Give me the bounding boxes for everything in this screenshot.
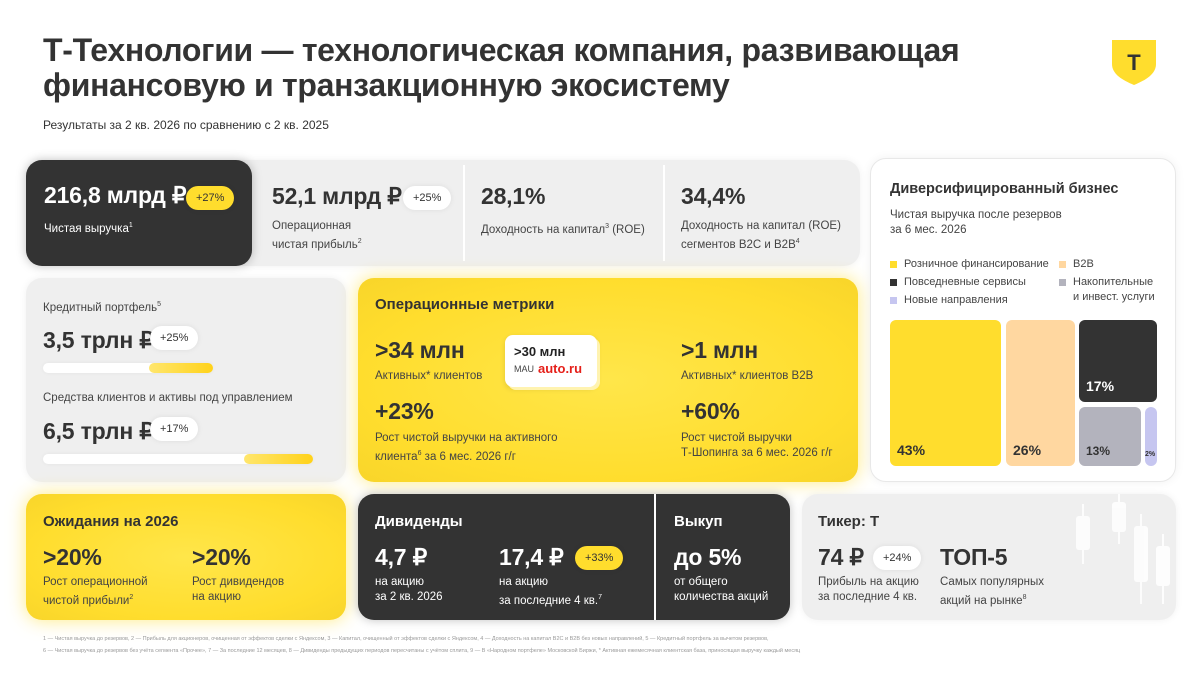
page-title: Т-Технологии — технологическая компания,…: [43, 32, 960, 103]
shopping-growth-value: +60%: [681, 398, 740, 424]
credit-progress-fill: [149, 363, 213, 373]
assets-value: 6,5 трлн ₽: [43, 418, 154, 444]
revenue-growth-label: Рост чистой выручки на активного клиента6…: [375, 432, 558, 463]
active-clients-value: >34 млн: [375, 337, 465, 363]
revenue-card: 216,8 млрд ₽ +27% Чистая выручка1: [26, 160, 252, 266]
op-profit-badge: +25%: [403, 186, 452, 210]
treemap-tile-daily: 17%: [1079, 320, 1157, 402]
assets-progress-track: [43, 454, 313, 464]
legend-item-retail: Розничное финансирование: [890, 257, 1049, 272]
divider: [663, 165, 665, 261]
expectations-card: Ожидания на 2026 >20% Рост операционной ч…: [26, 494, 346, 620]
dividend-quarter-value: 4,7 ₽: [375, 544, 427, 570]
top5-label: Самых популярных акций на рынке8: [940, 576, 1044, 607]
assets-label: Средства клиентов и активы под управлени…: [43, 392, 293, 404]
shopping-growth-label: Рост чистой выручки Т-Шопинга за 6 мес. 2…: [681, 432, 833, 459]
active-clients-label: Активных* клиентов: [375, 370, 483, 382]
revenue-label: Чистая выручка1: [44, 222, 133, 235]
treemap-tile-savings: 13%: [1079, 407, 1141, 466]
operational-metrics-card: Операционные метрики >34 млн Активных* к…: [358, 278, 858, 482]
legend-swatch: [1059, 260, 1066, 268]
credit-portfolio-badge: +25%: [150, 326, 199, 350]
assets-badge: +17%: [150, 417, 199, 441]
roe-value: 28,1%: [481, 183, 546, 209]
buyback-label: от общего количества акций: [674, 576, 769, 603]
credit-progress-track: [43, 363, 213, 373]
diversified-business-card: Диверсифицированный бизнес Чистая выручк…: [870, 158, 1176, 482]
dividend-ltm-label: на акцию за последние 4 кв.7: [499, 576, 602, 607]
operational-title: Операционные метрики: [375, 296, 555, 313]
roe-label: Доходность на капитал3 (ROE): [481, 223, 645, 236]
candlestick-watermark-icon: [1076, 494, 1170, 604]
auto-mau-value: >30 млн: [514, 344, 566, 359]
page-subtitle: Результаты за 2 кв. 2026 по сравнению с …: [43, 118, 329, 132]
diversified-title: Диверсифицированный бизнес: [890, 181, 1119, 197]
op-profit-value: 52,1 млрд ₽: [272, 183, 402, 209]
dividends-card: Дивиденды 4,7 ₽ на акцию за 2 кв. 2026 17…: [358, 494, 790, 620]
segment-roe-value: 34,4%: [681, 183, 746, 209]
op-profit-label: Операционная чистая прибыль2: [272, 220, 362, 251]
logo-letter: Т: [1127, 50, 1141, 75]
expectations-title: Ожидания на 2026: [43, 513, 179, 530]
legend-swatch: [890, 278, 897, 286]
buyback-value: до 5%: [674, 544, 742, 570]
footnote-line-1: 1 — Чистая выручка до резервов, 2 — Приб…: [43, 636, 769, 642]
dividend-growth-value: >20%: [192, 544, 251, 570]
revenue-badge: +27%: [186, 186, 235, 210]
footnote-line-2: 6 — Чистая выручка до резервов без учёта…: [43, 648, 801, 654]
revenue-value: 216,8 млрд ₽: [44, 182, 187, 208]
dividends-title: Дивиденды: [375, 513, 463, 530]
eps-value: 74 ₽: [818, 544, 864, 570]
legend-item-savings: Накопительные и инвест. услуги: [1059, 275, 1155, 305]
divider: [463, 165, 465, 261]
dividend-quarter-label: на акцию за 2 кв. 2026: [375, 576, 443, 603]
eps-label: Прибыль на акцию за последние 4 кв.: [818, 576, 919, 603]
credit-portfolio-value: 3,5 трлн ₽: [43, 327, 154, 353]
divider: [654, 494, 656, 620]
diversified-subtitle: Чистая выручка после резервов за 6 мес. 2…: [890, 209, 1062, 236]
portfolio-card: Кредитный портфель5 3,5 трлн ₽ +25% Сред…: [26, 278, 346, 482]
ticker-title: Тикер: Т: [818, 513, 880, 530]
legend-swatch: [1059, 278, 1066, 286]
segment-roe-label: Доходность на капитал (ROE) сегментов B2C…: [681, 220, 841, 251]
treemap-tile-retail: 43%: [890, 320, 1001, 466]
legend-item-new: Новые направления: [890, 293, 1008, 308]
revenue-growth-value: +23%: [375, 398, 434, 424]
legend-item-b2b: B2B: [1059, 257, 1094, 272]
op-profit-growth-value: >20%: [43, 544, 102, 570]
auto-ru-badge: >30 млн MAU auto.ru: [505, 335, 597, 387]
t-logo-icon: Т: [1112, 40, 1156, 85]
credit-portfolio-label: Кредитный портфель5: [43, 301, 161, 314]
op-profit-growth-label: Рост операционной чистой прибыли2: [43, 576, 148, 607]
legend-swatch: [890, 296, 897, 304]
b2b-clients-value: >1 млн: [681, 337, 758, 363]
dividend-ltm-value: 17,4 ₽: [499, 544, 564, 570]
eps-badge: +24%: [873, 546, 922, 570]
assets-progress-fill: [244, 454, 313, 464]
b2b-clients-label: Активных* клиентов B2B: [681, 370, 814, 382]
legend-swatch: [890, 260, 897, 268]
ticker-card: Тикер: Т 74 ₽ +24% Прибыль на акцию за по…: [802, 494, 1176, 620]
treemap-tile-new: 2%: [1145, 407, 1157, 466]
legend-item-daily: Повседневные сервисы: [890, 275, 1026, 290]
dividend-ltm-badge: +33%: [575, 546, 624, 570]
auto-ru-logo: auto.ru: [538, 361, 583, 376]
auto-mau-label: MAU: [514, 364, 534, 374]
dividend-growth-label: Рост дивидендов на акцию: [192, 576, 285, 603]
treemap-tile-b2b: 26%: [1006, 320, 1075, 466]
top5-value: ТОП-5: [940, 544, 1008, 570]
buyback-title: Выкуп: [674, 513, 723, 530]
